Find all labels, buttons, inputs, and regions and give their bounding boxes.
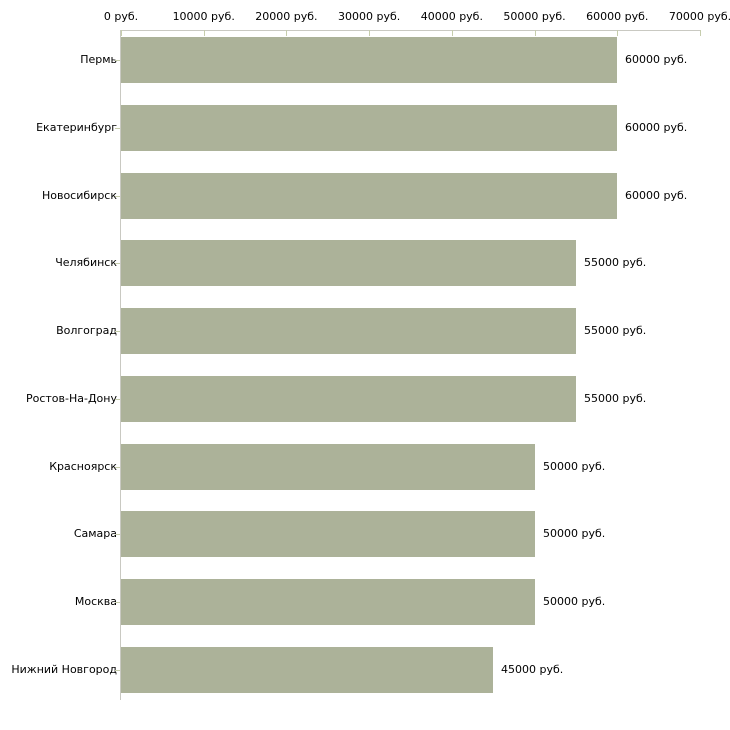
bar — [121, 172, 617, 219]
y-tick-mark — [115, 398, 120, 400]
bar-row: Ростов-На-Дону 55000 руб. — [0, 365, 730, 433]
y-tick-mark — [115, 331, 120, 332]
bar — [121, 308, 576, 354]
x-tick-mark — [286, 30, 288, 36]
category-label: Нижний Новгород — [11, 662, 117, 676]
bar-row: Пермь 60000 руб. — [0, 26, 730, 94]
bar — [121, 511, 535, 558]
bar-row: Челябинск 55000 руб. — [0, 229, 730, 297]
value-label: 60000 руб. — [625, 53, 688, 66]
y-tick-mark — [115, 534, 120, 536]
bar — [121, 579, 535, 625]
y-axis-line — [120, 30, 121, 700]
bar — [121, 104, 617, 151]
category-label: Красноярск — [49, 459, 117, 473]
x-tick-label: 40000 руб. — [420, 10, 483, 23]
category-label: Москва — [74, 595, 117, 608]
x-tick-mark — [534, 30, 536, 36]
bar — [121, 443, 535, 490]
x-tick-label: 20000 руб. — [255, 10, 318, 23]
bar — [121, 646, 493, 693]
x-tick-label: 30000 руб. — [338, 10, 401, 23]
value-label: 55000 руб. — [584, 391, 647, 405]
value-label: 60000 руб. — [625, 120, 688, 134]
y-tick-mark — [115, 60, 120, 61]
category-label: Пермь — [80, 53, 117, 66]
y-tick-mark — [115, 195, 120, 197]
x-tick-mark — [451, 30, 453, 36]
category-label: Екатеринбург — [36, 120, 117, 134]
x-tick-mark — [700, 30, 701, 36]
x-tick-mark — [121, 30, 122, 36]
bar-row: Самара 50000 руб. — [0, 500, 730, 568]
category-label: Самара — [73, 527, 117, 541]
y-tick-mark — [115, 263, 120, 265]
category-label: Новосибирск — [41, 188, 117, 202]
bar-row: Красноярск 50000 руб. — [0, 433, 730, 501]
bar-row: Нижний Новгород 45000 руб. — [0, 636, 730, 704]
value-label: 50000 руб. — [543, 595, 606, 608]
category-label: Ростов-На-Дону — [25, 391, 117, 405]
value-label: 45000 руб. — [501, 662, 564, 676]
value-label: 55000 руб. — [584, 324, 647, 337]
x-axis-line — [120, 30, 700, 31]
x-tick-mark — [617, 30, 619, 36]
x-tick-label: 0 руб. — [103, 10, 139, 23]
x-tick-mark — [369, 30, 371, 36]
bar — [121, 37, 617, 83]
x-tick-label: 10000 руб. — [172, 10, 235, 23]
bar-row: Новосибирск 60000 руб. — [0, 162, 730, 230]
x-tick-label: 70000 руб. — [668, 10, 730, 23]
bar-row: Волгоград 55000 руб. — [0, 297, 730, 365]
bar — [121, 375, 576, 422]
x-tick-label: 50000 руб. — [503, 10, 566, 23]
category-label: Волгоград — [56, 324, 117, 337]
bar — [121, 240, 576, 287]
category-label: Челябинск — [55, 256, 117, 270]
y-tick-mark — [115, 669, 120, 671]
y-tick-mark — [115, 127, 120, 129]
y-tick-mark — [115, 466, 120, 468]
value-label: 55000 руб. — [584, 256, 647, 270]
bar-row: Москва 50000 руб. — [0, 568, 730, 636]
value-label: 50000 руб. — [543, 527, 606, 541]
y-tick-mark — [115, 602, 120, 603]
x-tick-mark — [203, 30, 205, 36]
x-tick-label: 60000 руб. — [586, 10, 649, 23]
value-label: 50000 руб. — [543, 459, 606, 473]
value-label: 60000 руб. — [625, 188, 688, 202]
bar-row: Екатеринбург 60000 руб. — [0, 94, 730, 162]
